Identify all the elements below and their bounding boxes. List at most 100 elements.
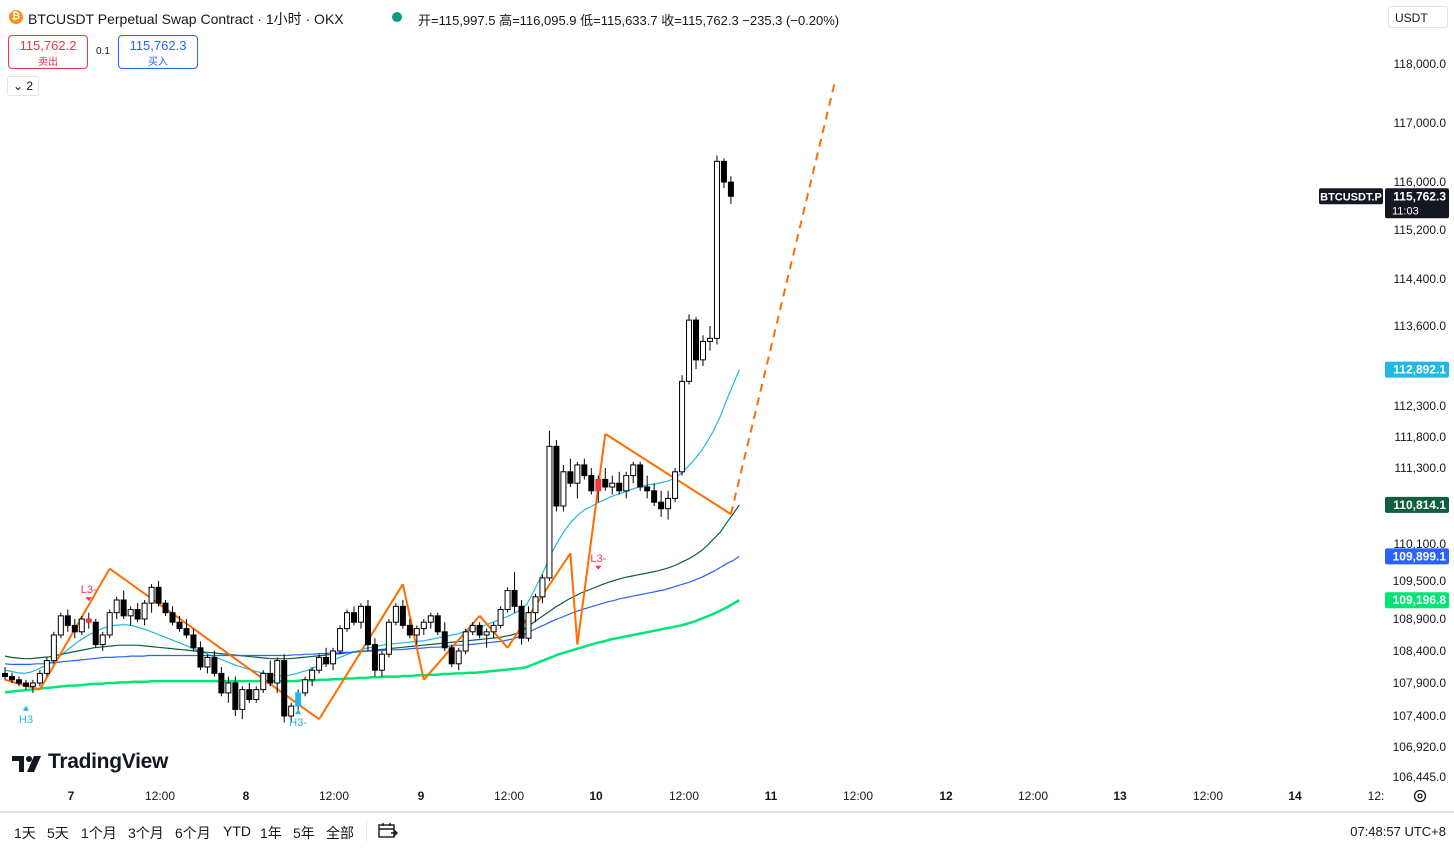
candle-body[interactable] [309, 669, 316, 681]
candle-body[interactable] [532, 596, 539, 614]
candle-body[interactable] [57, 615, 64, 636]
candle-body[interactable] [288, 705, 295, 717]
range-3m[interactable]: 3个月 [128, 825, 164, 841]
candle-body[interactable] [364, 605, 371, 646]
candle-body[interactable] [630, 464, 637, 477]
candle-body[interactable] [148, 586, 155, 604]
candle-body[interactable] [546, 445, 553, 579]
candle-body[interactable] [92, 621, 99, 646]
candle-body[interactable] [497, 609, 504, 626]
range-5y[interactable]: 5年 [293, 825, 315, 841]
candle-body[interactable] [581, 464, 588, 477]
currency-selector[interactable]: USDT [1388, 6, 1448, 28]
candle-body[interactable] [337, 628, 344, 652]
candle-body[interactable] [567, 471, 574, 484]
utc-clock[interactable]: 07:48:57 UTC+8 [1350, 824, 1446, 839]
indicator-legend-toggle[interactable]: ⌄ 2 [7, 76, 39, 96]
candle-body[interactable] [85, 618, 92, 623]
candle-body[interactable] [637, 464, 644, 488]
range-1d[interactable]: 1天 [14, 825, 36, 841]
candle-body[interactable] [64, 615, 71, 626]
candle-body[interactable] [504, 590, 511, 610]
candle-body[interactable] [15, 679, 22, 684]
candle-body[interactable] [127, 609, 134, 617]
candle-body[interactable] [595, 478, 602, 492]
candle-body[interactable] [574, 464, 581, 484]
candle-body[interactable] [727, 181, 734, 197]
candle-body[interactable] [406, 624, 413, 636]
candle-body[interactable] [455, 650, 462, 665]
candle-body[interactable] [623, 475, 630, 492]
candle-body[interactable] [720, 160, 727, 183]
candle-body[interactable] [176, 621, 183, 630]
candle-body[interactable] [99, 634, 106, 646]
candle-body[interactable] [448, 647, 455, 665]
candle-body[interactable] [469, 624, 476, 633]
candle-body[interactable] [462, 631, 469, 652]
candle-body[interactable] [560, 471, 567, 507]
candle-body[interactable] [483, 631, 490, 636]
candle-body[interactable] [644, 486, 651, 492]
candle-body[interactable] [232, 682, 239, 710]
market-status-icon[interactable] [392, 12, 402, 22]
candle-body[interactable] [476, 624, 483, 636]
candle-body[interactable] [399, 605, 406, 626]
candle-body[interactable] [169, 612, 176, 623]
candle-body[interactable] [713, 160, 720, 339]
candle-body[interactable] [260, 672, 267, 691]
candle-body[interactable] [197, 647, 204, 668]
candle-body[interactable] [602, 478, 609, 488]
candle-body[interactable] [43, 660, 50, 674]
candle-body[interactable] [700, 340, 706, 361]
candle-body[interactable] [316, 656, 323, 671]
candle-body[interactable] [420, 621, 427, 630]
candle-body[interactable] [134, 609, 141, 620]
candle-body[interactable] [204, 656, 211, 668]
candle-body[interactable] [162, 602, 169, 614]
range-1m[interactable]: 1个月 [81, 825, 117, 841]
candle-body[interactable] [239, 689, 246, 710]
candle-body[interactable] [525, 612, 532, 639]
calendar-range-icon[interactable] [378, 822, 398, 840]
candle-body[interactable] [50, 634, 57, 662]
candle-body[interactable] [665, 497, 672, 510]
candle-body[interactable] [651, 490, 658, 503]
candle-body[interactable] [672, 471, 679, 499]
candle-body[interactable] [141, 602, 148, 620]
candle-body[interactable] [413, 628, 420, 636]
symbol-title[interactable]: BTCUSDT Perpetual Swap Contract · 1小时 · … [28, 11, 344, 27]
candle-body[interactable] [218, 672, 225, 694]
candle-body[interactable] [490, 624, 497, 633]
candle-body[interactable] [441, 631, 448, 649]
range-5d[interactable]: 5天 [47, 825, 69, 841]
candle-body[interactable] [8, 676, 15, 681]
candle-body[interactable] [281, 660, 288, 717]
price-chart[interactable]: 118,000.0 117,000.0 116,000.0 115,200.0 114,… [0, 0, 1454, 812]
candle-body[interactable] [434, 615, 441, 633]
candle-body[interactable] [351, 612, 357, 623]
candle-body[interactable] [371, 644, 378, 671]
candle-body[interactable] [323, 656, 330, 665]
candle-body[interactable] [22, 682, 29, 687]
candle-body[interactable] [609, 482, 616, 488]
candle-body[interactable] [225, 682, 232, 694]
candle-body[interactable] [511, 590, 518, 607]
candle-body[interactable] [29, 682, 36, 687]
range-1y[interactable]: 1年 [260, 825, 282, 841]
candle-body[interactable] [706, 337, 713, 342]
candle-body[interactable] [344, 612, 351, 630]
candle-body[interactable] [2, 672, 8, 678]
candle-body[interactable] [155, 586, 162, 604]
candle-body[interactable] [378, 653, 385, 671]
candle-body[interactable] [71, 624, 78, 633]
gear-icon[interactable] [1412, 788, 1428, 804]
candle-body[interactable] [78, 618, 85, 633]
candle-body[interactable] [553, 445, 560, 507]
sell-button[interactable]: 115,762.2 卖出 [8, 35, 88, 69]
candle-body[interactable] [686, 319, 693, 382]
candle-body[interactable] [658, 501, 665, 510]
candle-body[interactable] [183, 628, 190, 636]
candle-body[interactable] [392, 605, 399, 623]
candle-body[interactable] [120, 599, 127, 617]
candle-body[interactable] [267, 672, 274, 684]
